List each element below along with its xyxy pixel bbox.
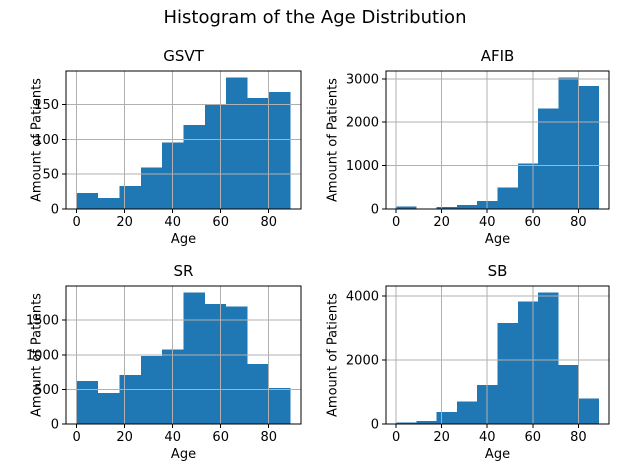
y-tick-label: 0 bbox=[371, 418, 379, 433]
histogram-bar bbox=[98, 197, 120, 209]
subplot-sr: SR Amount of Patients Age 0 20 40 60 80 0 500 1… bbox=[0, 255, 315, 470]
y-tick-label: 0 bbox=[51, 203, 59, 218]
subplot-gsvt: GSVT Amount of Patients Age 0 20 40 60 80 0 50… bbox=[0, 40, 315, 255]
x-tick-label: 80 bbox=[260, 215, 277, 230]
y-tick-label: 1500 bbox=[26, 314, 59, 329]
y-tick-label: 0 bbox=[51, 418, 59, 433]
histogram-bar bbox=[558, 77, 579, 209]
histogram-bar bbox=[436, 411, 457, 424]
y-tick-label: 100 bbox=[34, 133, 59, 148]
x-tick-label: 0 bbox=[73, 430, 81, 445]
histogram-bar bbox=[416, 420, 437, 424]
x-tick-label: 80 bbox=[260, 430, 277, 445]
histogram-bar bbox=[396, 422, 417, 424]
y-tick-label: 50 bbox=[42, 168, 59, 183]
x-tick-label: 20 bbox=[433, 430, 450, 445]
plot-area: 0 20 40 60 80 0 500 1000 1500 bbox=[26, 285, 302, 445]
x-axis-label: Age bbox=[484, 447, 511, 462]
histogram-bar bbox=[119, 186, 141, 209]
y-tick-label: 1000 bbox=[26, 348, 59, 363]
plot-area: 0 20 40 60 80 0 50 100 150 bbox=[34, 70, 302, 230]
histogram-bar bbox=[140, 167, 163, 209]
histogram-bar bbox=[183, 292, 205, 424]
histogram-bar bbox=[204, 104, 227, 209]
x-tick-label: 60 bbox=[212, 430, 229, 445]
x-tick-label: 80 bbox=[570, 430, 587, 445]
histogram-bar bbox=[204, 303, 227, 424]
x-tick-label: 0 bbox=[392, 215, 400, 230]
subplot-title: GSVT bbox=[163, 47, 204, 65]
plot-area: 0 20 40 60 80 0 2000 4000 bbox=[346, 285, 610, 445]
plot-area: 0 20 40 60 80 0 1000 2000 3000 bbox=[346, 70, 610, 230]
x-tick-label: 40 bbox=[164, 215, 181, 230]
histogram-bar bbox=[497, 323, 518, 424]
x-tick-label: 0 bbox=[392, 430, 400, 445]
x-tick-label: 20 bbox=[433, 215, 450, 230]
x-tick-label: 20 bbox=[116, 430, 133, 445]
histogram-bar bbox=[268, 92, 291, 209]
x-tick-label: 40 bbox=[164, 430, 181, 445]
histogram-bar bbox=[268, 388, 291, 424]
histogram-bar bbox=[247, 97, 269, 209]
histogram-bar bbox=[578, 85, 599, 209]
y-tick-label: 3000 bbox=[346, 72, 379, 87]
histogram-bar bbox=[247, 363, 269, 424]
subplot-sb: SB Amount of Patients Age 0 20 40 60 80 0 2000… bbox=[315, 255, 630, 470]
y-tick-label: 4000 bbox=[346, 289, 379, 304]
histogram-bar bbox=[76, 193, 99, 209]
x-axis-label: Age bbox=[484, 232, 511, 247]
x-axis-label: Age bbox=[170, 232, 197, 247]
x-axis-label: Age bbox=[170, 447, 197, 462]
axes-frame bbox=[385, 285, 610, 425]
y-tick-label: 2000 bbox=[346, 353, 379, 368]
axes-frame bbox=[65, 70, 302, 210]
y-tick-label: 2000 bbox=[346, 116, 379, 131]
axes-frame bbox=[385, 70, 610, 210]
y-tick-label: 500 bbox=[34, 383, 59, 398]
subplot-afib: AFIB Amount of Patients Age 0 20 40 60 80 0 10… bbox=[315, 40, 630, 255]
x-tick-label: 40 bbox=[479, 215, 496, 230]
histogram-bar bbox=[226, 306, 248, 424]
histogram-bar bbox=[517, 163, 539, 209]
histogram-bar bbox=[436, 207, 457, 209]
histogram-bar bbox=[98, 392, 120, 424]
subplot-title: SB bbox=[487, 262, 508, 280]
y-tick-label: 1000 bbox=[346, 159, 379, 174]
y-tick-label: 0 bbox=[371, 203, 379, 218]
x-tick-label: 0 bbox=[73, 215, 81, 230]
histogram-bar bbox=[456, 401, 478, 424]
figure-title: Histogram of the Age Distribution bbox=[163, 7, 467, 28]
x-tick-label: 60 bbox=[525, 430, 542, 445]
subplot-title: AFIB bbox=[480, 47, 515, 65]
histogram-bar bbox=[183, 124, 205, 209]
histogram-bar bbox=[538, 108, 559, 209]
x-tick-label: 20 bbox=[116, 215, 133, 230]
x-tick-label: 60 bbox=[525, 215, 542, 230]
histogram-bar bbox=[558, 365, 579, 424]
histogram-bar bbox=[497, 187, 518, 209]
histogram-bar bbox=[226, 77, 248, 209]
histogram-bar bbox=[456, 205, 478, 209]
y-tick-label: 150 bbox=[34, 98, 59, 113]
histogram-bar bbox=[517, 301, 539, 424]
histogram-bar bbox=[76, 381, 99, 424]
histogram-bar bbox=[578, 398, 599, 424]
histogram-bar bbox=[119, 374, 141, 424]
x-tick-label: 80 bbox=[570, 215, 587, 230]
histogram-bar bbox=[140, 356, 163, 424]
histogram-bar bbox=[396, 206, 417, 209]
histogram-bar bbox=[538, 292, 559, 424]
x-tick-label: 40 bbox=[479, 430, 496, 445]
x-tick-label: 60 bbox=[212, 215, 229, 230]
subplot-title: SR bbox=[173, 262, 194, 280]
